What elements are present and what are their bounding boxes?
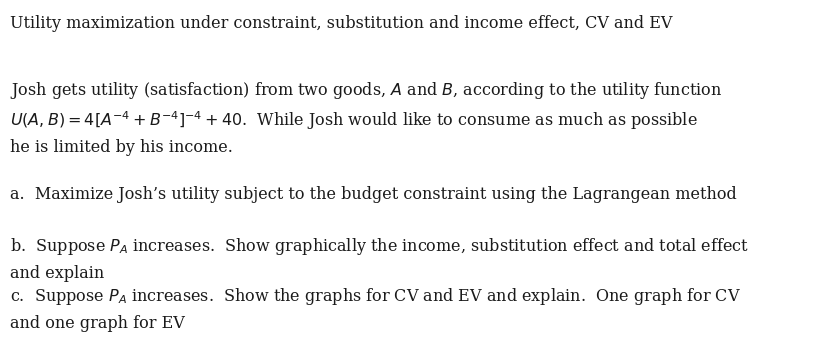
Text: he is limited by his income.: he is limited by his income. [10, 139, 232, 156]
Text: Utility maximization under constraint, substitution and income effect, CV and EV: Utility maximization under constraint, s… [10, 15, 672, 32]
Text: Josh gets utility (satisfaction) from two goods, $A$ and $B$, according to the u: Josh gets utility (satisfaction) from tw… [10, 80, 722, 101]
Text: c.  Suppose $P_A$ increases.  Show the graphs for CV and EV and explain.  One gr: c. Suppose $P_A$ increases. Show the gra… [10, 286, 741, 306]
Text: $U(A, B) = 4[A^{-4} + B^{-4}]^{-4} + 40$.  While Josh would like to consume as m: $U(A, B) = 4[A^{-4} + B^{-4}]^{-4} + 40$… [10, 109, 698, 132]
Text: a.  Maximize Josh’s utility subject to the budget constraint using the Lagrangea: a. Maximize Josh’s utility subject to th… [10, 186, 736, 203]
Text: and explain: and explain [10, 265, 104, 282]
Text: and one graph for EV: and one graph for EV [10, 315, 185, 332]
Text: b.  Suppose $P_A$ increases.  Show graphically the income, substitution effect a: b. Suppose $P_A$ increases. Show graphic… [10, 236, 749, 257]
